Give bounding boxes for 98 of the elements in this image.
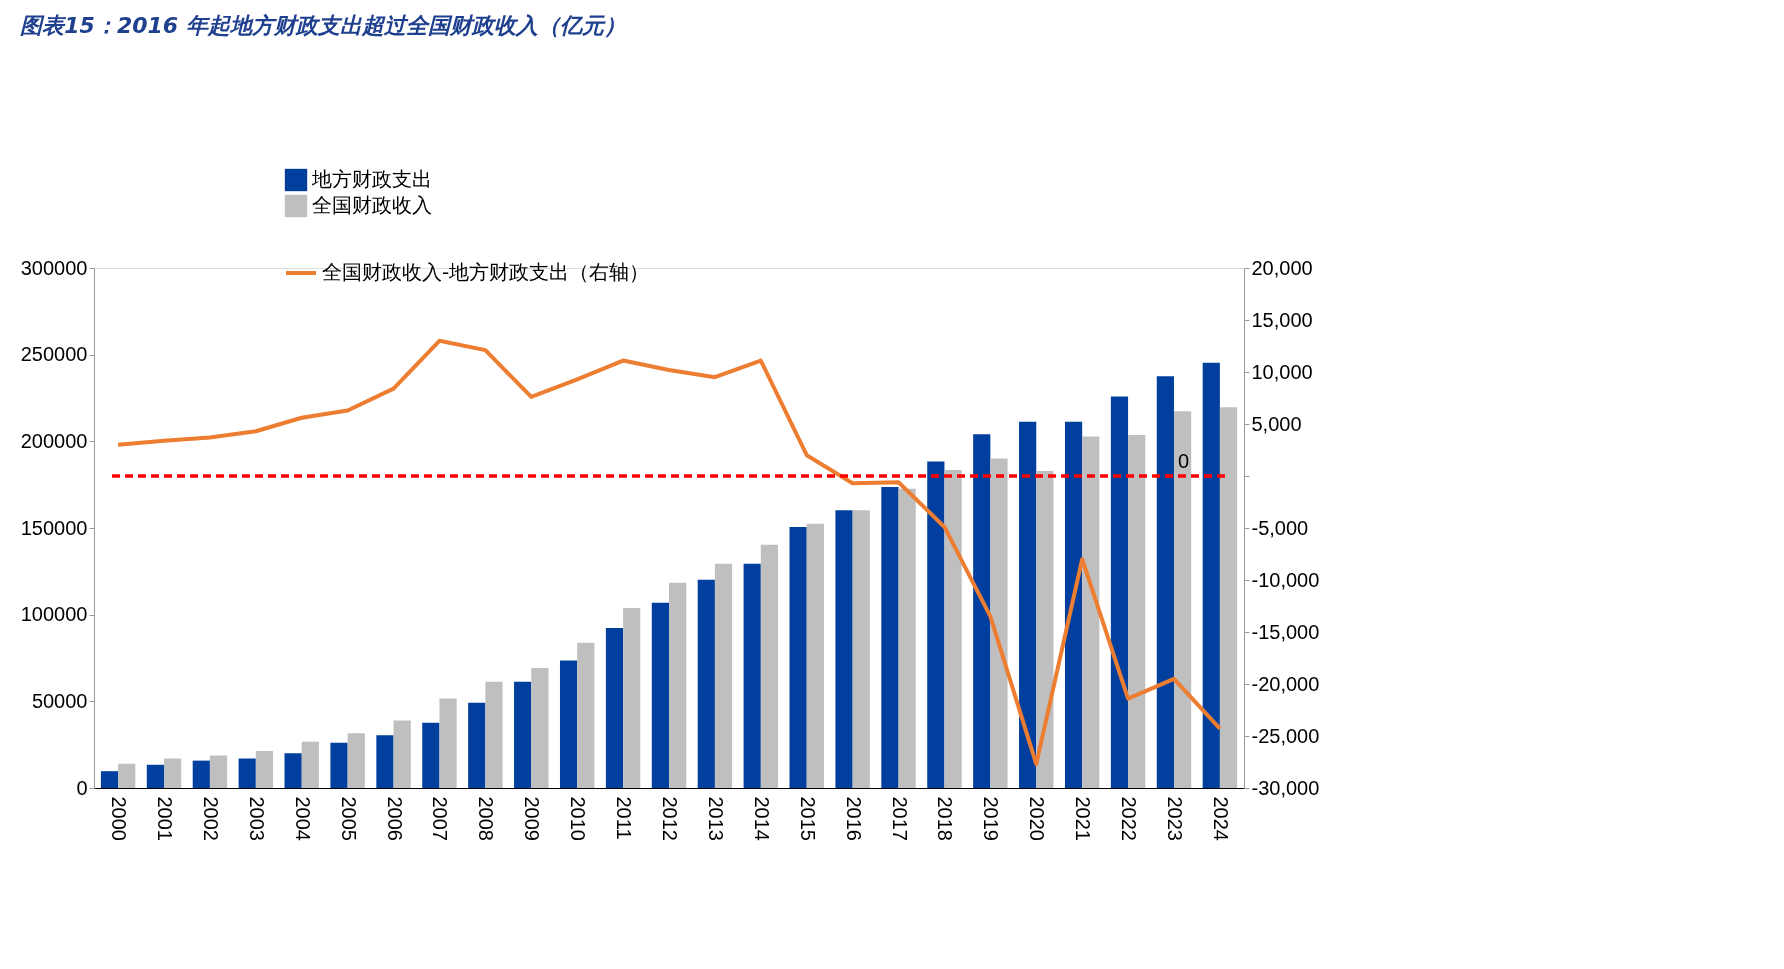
y2-tick-label: -25,000 bbox=[1251, 724, 1320, 747]
y2-tick-label: 15,000 bbox=[1251, 308, 1313, 331]
x-tick-label: 2014 bbox=[750, 796, 773, 841]
y2-tick-label: 5,000 bbox=[1251, 412, 1302, 435]
bar bbox=[1219, 407, 1238, 788]
bar bbox=[789, 526, 807, 788]
bar bbox=[1082, 436, 1100, 788]
y2-tick-label: 20,000 bbox=[1251, 256, 1313, 279]
x-tick-label: 2021 bbox=[1072, 796, 1095, 841]
bar bbox=[468, 702, 486, 788]
ref-line-label: 0 bbox=[1177, 450, 1189, 472]
y-tick-label: 100000 bbox=[20, 603, 88, 626]
x-tick-label: 2004 bbox=[291, 796, 314, 841]
bar bbox=[301, 741, 319, 788]
y-tick-label: 250000 bbox=[20, 343, 88, 366]
bar bbox=[439, 698, 457, 788]
bar bbox=[514, 681, 532, 788]
bar bbox=[1202, 362, 1220, 788]
bar bbox=[669, 582, 687, 788]
line-series bbox=[116, 338, 1222, 767]
y-tick-label: 200000 bbox=[20, 429, 88, 452]
bar bbox=[422, 722, 440, 788]
y-tick-label: 50000 bbox=[31, 689, 88, 712]
bar bbox=[760, 544, 779, 788]
y2-tick-label: -20,000 bbox=[1251, 672, 1320, 695]
bar bbox=[1128, 435, 1146, 788]
x-tick-label: 2006 bbox=[383, 796, 406, 841]
bar bbox=[852, 510, 870, 788]
x-tick-label: 2001 bbox=[154, 796, 177, 841]
bar bbox=[347, 733, 365, 788]
legend-label: 全国财政收入-地方财政支出（右轴） bbox=[322, 260, 650, 284]
bar bbox=[376, 735, 394, 788]
bar bbox=[973, 434, 991, 788]
x-tick-label: 2015 bbox=[796, 796, 819, 841]
x-tick-label: 2023 bbox=[1163, 796, 1186, 841]
bar bbox=[238, 758, 256, 788]
bar bbox=[330, 742, 348, 788]
bar bbox=[927, 461, 945, 788]
bar bbox=[881, 486, 899, 788]
x-tick-label: 2012 bbox=[659, 796, 681, 841]
bar bbox=[898, 488, 916, 788]
bar bbox=[284, 753, 302, 788]
bar bbox=[714, 563, 733, 788]
y-tick-label: 0 bbox=[76, 776, 88, 799]
x-tick-label: 2002 bbox=[199, 796, 222, 841]
x-tick-label: 2018 bbox=[934, 796, 957, 841]
bar bbox=[1019, 421, 1037, 788]
bar bbox=[944, 470, 962, 788]
bar bbox=[1110, 396, 1129, 788]
chart-title: 图表15：2016 年起地方财政支出超过全国财政收入（亿元） bbox=[20, 13, 626, 38]
y2-tick-label: -10,000 bbox=[1251, 568, 1320, 591]
bar bbox=[806, 523, 824, 788]
x-tick-label: 2019 bbox=[980, 796, 1003, 841]
bar bbox=[1064, 421, 1083, 788]
y-tick-label: 300000 bbox=[20, 256, 88, 279]
x-tick-label: 2007 bbox=[429, 796, 452, 841]
bar bbox=[164, 758, 182, 788]
bar bbox=[393, 720, 411, 788]
x-tick-label: 2011 bbox=[613, 796, 636, 840]
bar bbox=[146, 764, 165, 788]
x-tick-label: 2013 bbox=[704, 796, 727, 841]
bar bbox=[605, 628, 624, 788]
x-tick-label: 2000 bbox=[108, 796, 131, 841]
legend-label: 全国财政收入 bbox=[312, 193, 432, 217]
bar bbox=[485, 681, 503, 788]
x-tick-label: 2017 bbox=[888, 796, 911, 841]
bar bbox=[559, 660, 578, 788]
bar bbox=[118, 763, 136, 788]
y2-tick-label: -5,000 bbox=[1251, 516, 1309, 539]
bar bbox=[1173, 411, 1192, 788]
x-tick-label: 2008 bbox=[475, 796, 498, 841]
x-tick-label: 2003 bbox=[245, 796, 268, 841]
x-tick-label: 2020 bbox=[1026, 796, 1049, 841]
bar bbox=[531, 668, 549, 788]
x-tick-label: 2016 bbox=[842, 796, 865, 841]
bar bbox=[697, 579, 715, 788]
y2-tick-label: 10,000 bbox=[1251, 360, 1313, 383]
bar bbox=[835, 510, 853, 788]
bar bbox=[577, 642, 595, 788]
bar bbox=[1036, 470, 1054, 788]
bar bbox=[651, 602, 669, 788]
bar bbox=[623, 608, 641, 788]
x-tick-label: 2005 bbox=[337, 796, 360, 841]
bar bbox=[255, 751, 274, 788]
bar bbox=[209, 755, 228, 788]
bar bbox=[743, 563, 761, 788]
y-tick-label: 150000 bbox=[20, 516, 88, 539]
x-tick-label: 2022 bbox=[1118, 796, 1141, 841]
y2-tick-label: -15,000 bbox=[1251, 620, 1320, 643]
x-tick-label: 2009 bbox=[521, 796, 544, 841]
y2-tick-label: -30,000 bbox=[1251, 776, 1320, 799]
bar bbox=[100, 771, 119, 788]
legend-label: 地方财政支出 bbox=[311, 167, 432, 191]
bar bbox=[1156, 376, 1174, 788]
x-tick-label: 2024 bbox=[1209, 796, 1232, 841]
x-tick-label: 2010 bbox=[567, 796, 590, 841]
bar bbox=[990, 458, 1008, 788]
bar bbox=[192, 760, 210, 788]
